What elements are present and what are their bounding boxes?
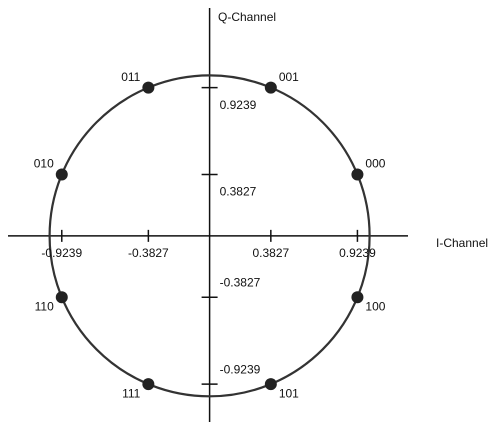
- point-label: 011: [121, 70, 140, 84]
- point-label: 000: [365, 157, 385, 171]
- y-tick-label: -0.9239: [220, 362, 261, 376]
- y-tick-label: -0.3827: [220, 275, 261, 289]
- point-label: 101: [279, 386, 299, 400]
- point-label: 111: [122, 386, 141, 400]
- y-axis-label: Q-Channel: [218, 10, 276, 24]
- point-label: 100: [365, 299, 385, 313]
- point-label: 110: [35, 299, 54, 313]
- constellation-point: [55, 291, 68, 304]
- y-tick-label: 0.3827: [220, 185, 257, 199]
- y-tick-label: 0.9239: [220, 98, 257, 112]
- constellation-point: [351, 291, 364, 304]
- constellation-point: [351, 168, 364, 181]
- x-tick-label: -0.3827: [128, 246, 169, 260]
- point-label: 010: [34, 157, 54, 171]
- point-label: 001: [279, 70, 299, 84]
- x-tick-label: 0.3827: [252, 246, 289, 260]
- x-axis-label: I-Channel: [436, 236, 488, 250]
- constellation-point: [142, 81, 155, 94]
- constellation-point: [142, 378, 155, 391]
- unit-circle: [48, 74, 371, 398]
- x-tick-label: -0.9239: [41, 246, 82, 260]
- constellation-point: [264, 378, 277, 391]
- constellation-point: [55, 168, 68, 181]
- constellation-point: [264, 81, 277, 94]
- x-tick-label: 0.9239: [339, 246, 376, 260]
